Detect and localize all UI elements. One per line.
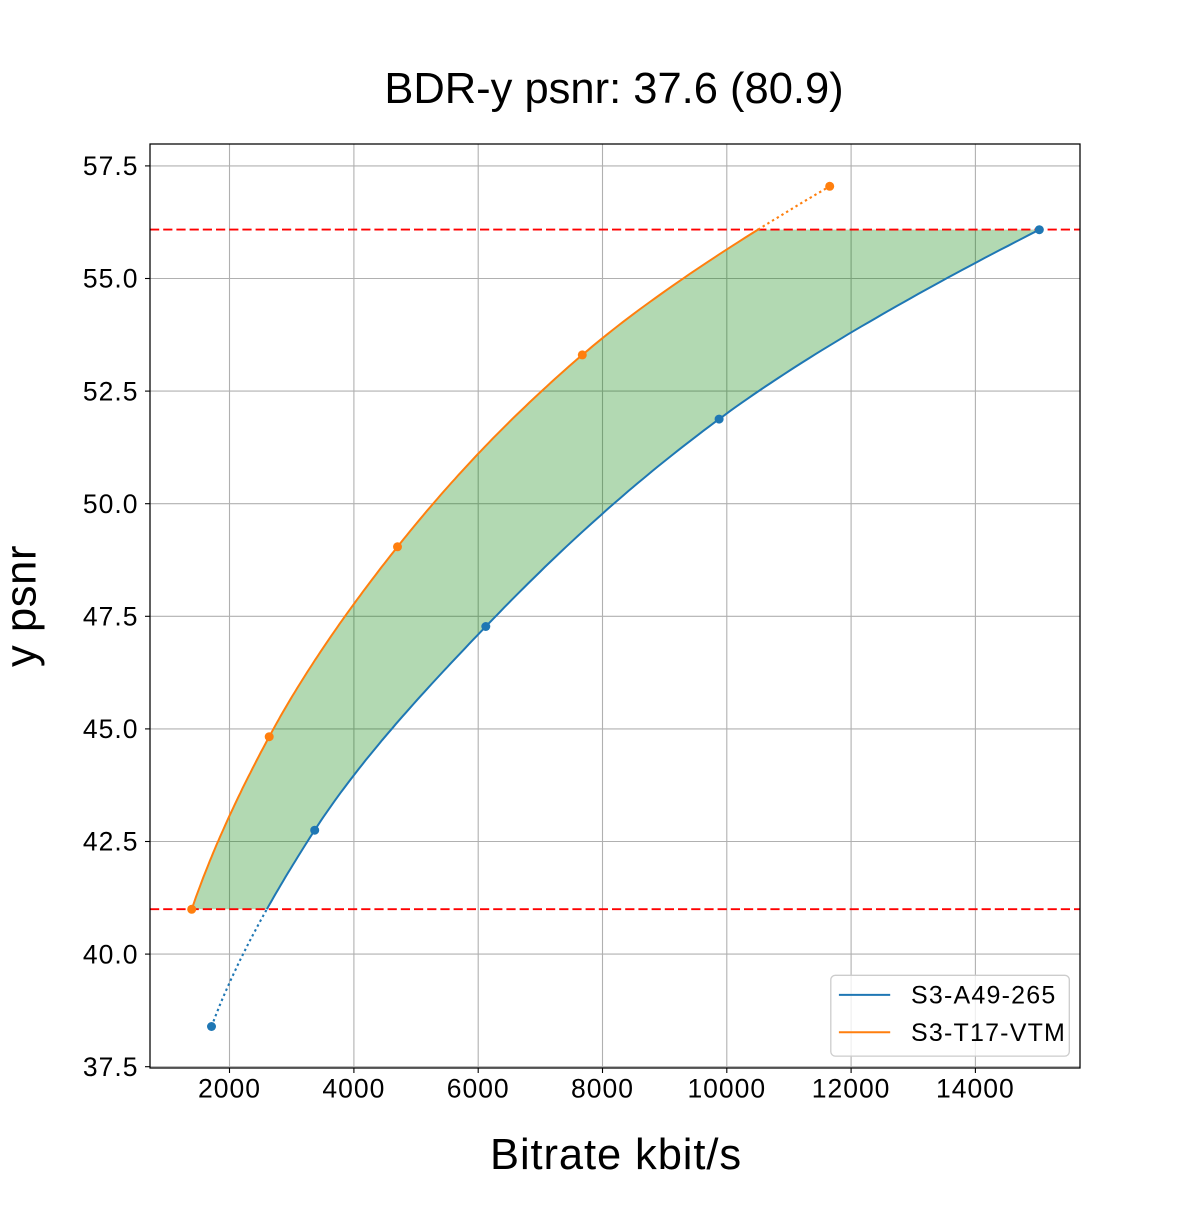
svg-text:2000: 2000 [198,1074,261,1104]
svg-text:40.0: 40.0 [83,939,139,969]
svg-text:37.5: 37.5 [83,1052,139,1082]
svg-text:12000: 12000 [812,1074,891,1104]
svg-text:52.5: 52.5 [83,376,139,406]
svg-text:55.0: 55.0 [83,264,139,294]
svg-text:47.5: 47.5 [83,602,139,632]
svg-text:S3-T17-VTM: S3-T17-VTM [911,1019,1066,1047]
svg-text:S3-A49-265: S3-A49-265 [911,982,1056,1010]
svg-text:57.5: 57.5 [83,151,139,181]
svg-text:y psnr: y psnr [0,545,46,667]
svg-text:14000: 14000 [936,1074,1015,1104]
svg-text:BDR-y psnr: 37.6 (80.9): BDR-y psnr: 37.6 (80.9) [384,65,843,113]
svg-text:Bitrate kbit/s: Bitrate kbit/s [490,1131,742,1179]
svg-text:4000: 4000 [322,1074,385,1104]
svg-text:50.0: 50.0 [83,489,139,519]
svg-text:10000: 10000 [687,1074,766,1104]
svg-text:6000: 6000 [447,1074,510,1104]
svg-text:42.5: 42.5 [83,827,139,857]
svg-text:8000: 8000 [571,1074,634,1104]
svg-text:45.0: 45.0 [83,714,139,744]
